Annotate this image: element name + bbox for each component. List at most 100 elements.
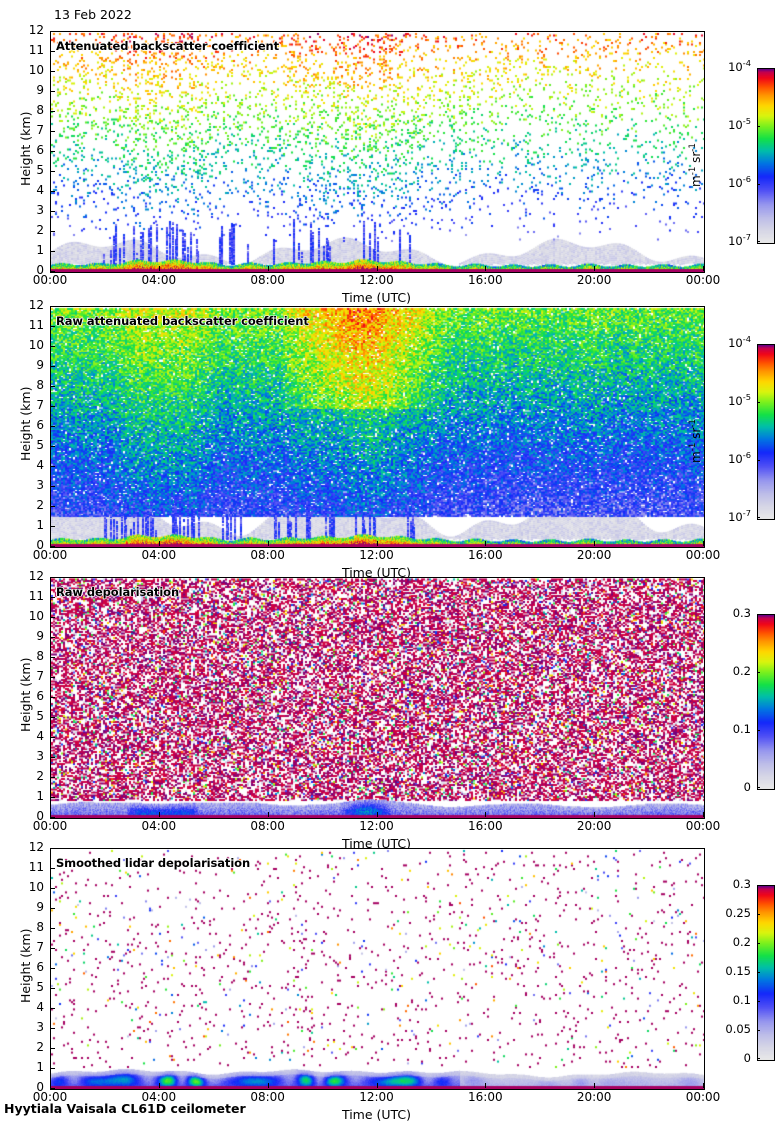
y-tick-label: 11 (28, 589, 44, 603)
x-tick-label: 12:00 (359, 273, 394, 287)
y-tick-mark (50, 948, 55, 949)
y-tick-mark (50, 211, 55, 212)
colorbar-tick-mark (757, 184, 760, 185)
panel-title-3: Raw depolarisation (56, 585, 180, 599)
colorbar-tick-label: 0.2 (732, 935, 751, 949)
plot-area-1[interactable] (50, 31, 705, 273)
y-axis-label: Height (km) (18, 386, 33, 461)
x-tick-mark (159, 541, 160, 546)
y-tick-label: 11 (28, 43, 44, 57)
colorbar-tick-mark (757, 672, 760, 673)
y-tick-label: 3 (36, 478, 44, 492)
footer-caption: Hyytiala Vaisala CL61D ceilometer (4, 1101, 246, 1116)
plot-area-3[interactable] (50, 577, 705, 819)
y-tick-mark (50, 577, 55, 578)
y-tick-mark (50, 466, 55, 467)
y-tick-mark (50, 888, 55, 889)
x-tick-mark (268, 541, 269, 546)
x-tick-mark (268, 266, 269, 271)
y-tick-mark (50, 868, 55, 869)
y-tick-mark (50, 51, 55, 52)
y-tick-label: 1 (36, 243, 44, 257)
panel-title-4: Smoothed lidar depolarisation (56, 856, 251, 870)
x-tick-label: 16:00 (468, 548, 503, 562)
y-tick-label: 1 (36, 789, 44, 803)
x-tick-mark (703, 1083, 704, 1088)
x-tick-mark (485, 266, 486, 271)
x-tick-mark (594, 541, 595, 546)
x-tick-label: 12:00 (359, 1090, 394, 1104)
x-tick-mark (50, 1083, 51, 1088)
x-tick-mark (50, 812, 51, 817)
y-tick-label: 9 (36, 83, 44, 97)
y-tick-mark (50, 111, 55, 112)
y-tick-label: 12 (28, 840, 44, 854)
y-tick-label: 3 (36, 203, 44, 217)
y-tick-label: 8 (36, 103, 44, 117)
x-tick-mark (50, 266, 51, 271)
y-tick-label: 1 (36, 518, 44, 532)
y-tick-label: 3 (36, 749, 44, 763)
y-tick-mark (50, 231, 55, 232)
y-tick-label: 7 (36, 398, 44, 412)
x-axis-label: Time (UTC) (341, 565, 412, 580)
y-tick-mark (50, 191, 55, 192)
y-tick-mark (50, 346, 55, 347)
y-tick-label: 2 (36, 769, 44, 783)
x-tick-label: 04:00 (141, 548, 177, 562)
y-tick-mark (50, 1068, 55, 1069)
x-tick-mark (159, 266, 160, 271)
y-tick-label: 1 (36, 1060, 44, 1074)
x-tick-mark (703, 812, 704, 817)
y-tick-mark (50, 31, 55, 32)
colorbar-tick-mark (757, 517, 760, 518)
x-tick-label: 16:00 (468, 1090, 503, 1104)
colorbar-tick-mark (757, 885, 760, 886)
x-tick-label: 00:00 (32, 548, 68, 562)
y-tick-mark (50, 131, 55, 132)
y-tick-mark (50, 306, 55, 307)
x-tick-label: 16:00 (468, 273, 503, 287)
colorbar-tick-mark (757, 730, 760, 731)
colorbar-tick-label: 0 (743, 780, 751, 794)
y-tick-mark (50, 171, 55, 172)
x-tick-mark (594, 266, 595, 271)
colorbar-unit-label: m-1 sr-1 (688, 419, 703, 463)
y-tick-mark (50, 426, 55, 427)
y-tick-label: 6 (36, 689, 44, 703)
x-tick-mark (50, 541, 51, 546)
y-tick-label: 9 (36, 629, 44, 643)
y-tick-mark (50, 717, 55, 718)
plot-area-4[interactable] (50, 848, 705, 1090)
colorbar-tick-mark (757, 787, 760, 788)
x-axis-label: Time (UTC) (341, 290, 412, 305)
colorbar-tick-label: 0.2 (732, 664, 751, 678)
x-tick-mark (268, 1083, 269, 1088)
y-axis-label: Height (km) (18, 928, 33, 1003)
plot-area-2[interactable] (50, 306, 705, 548)
colorbar-tick-label: 0.25 (725, 906, 751, 920)
y-tick-label: 5 (36, 163, 44, 177)
x-tick-label: 12:00 (359, 548, 394, 562)
colorbar-tick-mark (757, 1030, 760, 1031)
colorbar-tick-mark (757, 126, 760, 127)
y-tick-mark (50, 677, 55, 678)
x-tick-label: 08:00 (250, 819, 285, 833)
colorbar-tick-mark (757, 1001, 760, 1002)
y-tick-mark (50, 366, 55, 367)
x-tick-label: 20:00 (576, 273, 612, 287)
y-tick-mark (50, 777, 55, 778)
colorbar-tick-label: 10-7 (728, 508, 751, 524)
y-tick-label: 5 (36, 980, 44, 994)
colorbar-tick-label: 0.15 (725, 964, 751, 978)
y-tick-mark (50, 757, 55, 758)
y-tick-label: 0 (36, 1080, 44, 1094)
panel-title-2: Raw attenuated backscatter coefficient (56, 314, 309, 328)
y-tick-mark (50, 1088, 55, 1089)
colorbar-3 (757, 614, 775, 790)
colorbar-tick-label: 0.3 (732, 606, 751, 620)
y-tick-mark (50, 1028, 55, 1029)
colorbar-tick-mark (757, 241, 760, 242)
y-tick-mark (50, 506, 55, 507)
x-tick-label: 20:00 (576, 1090, 612, 1104)
